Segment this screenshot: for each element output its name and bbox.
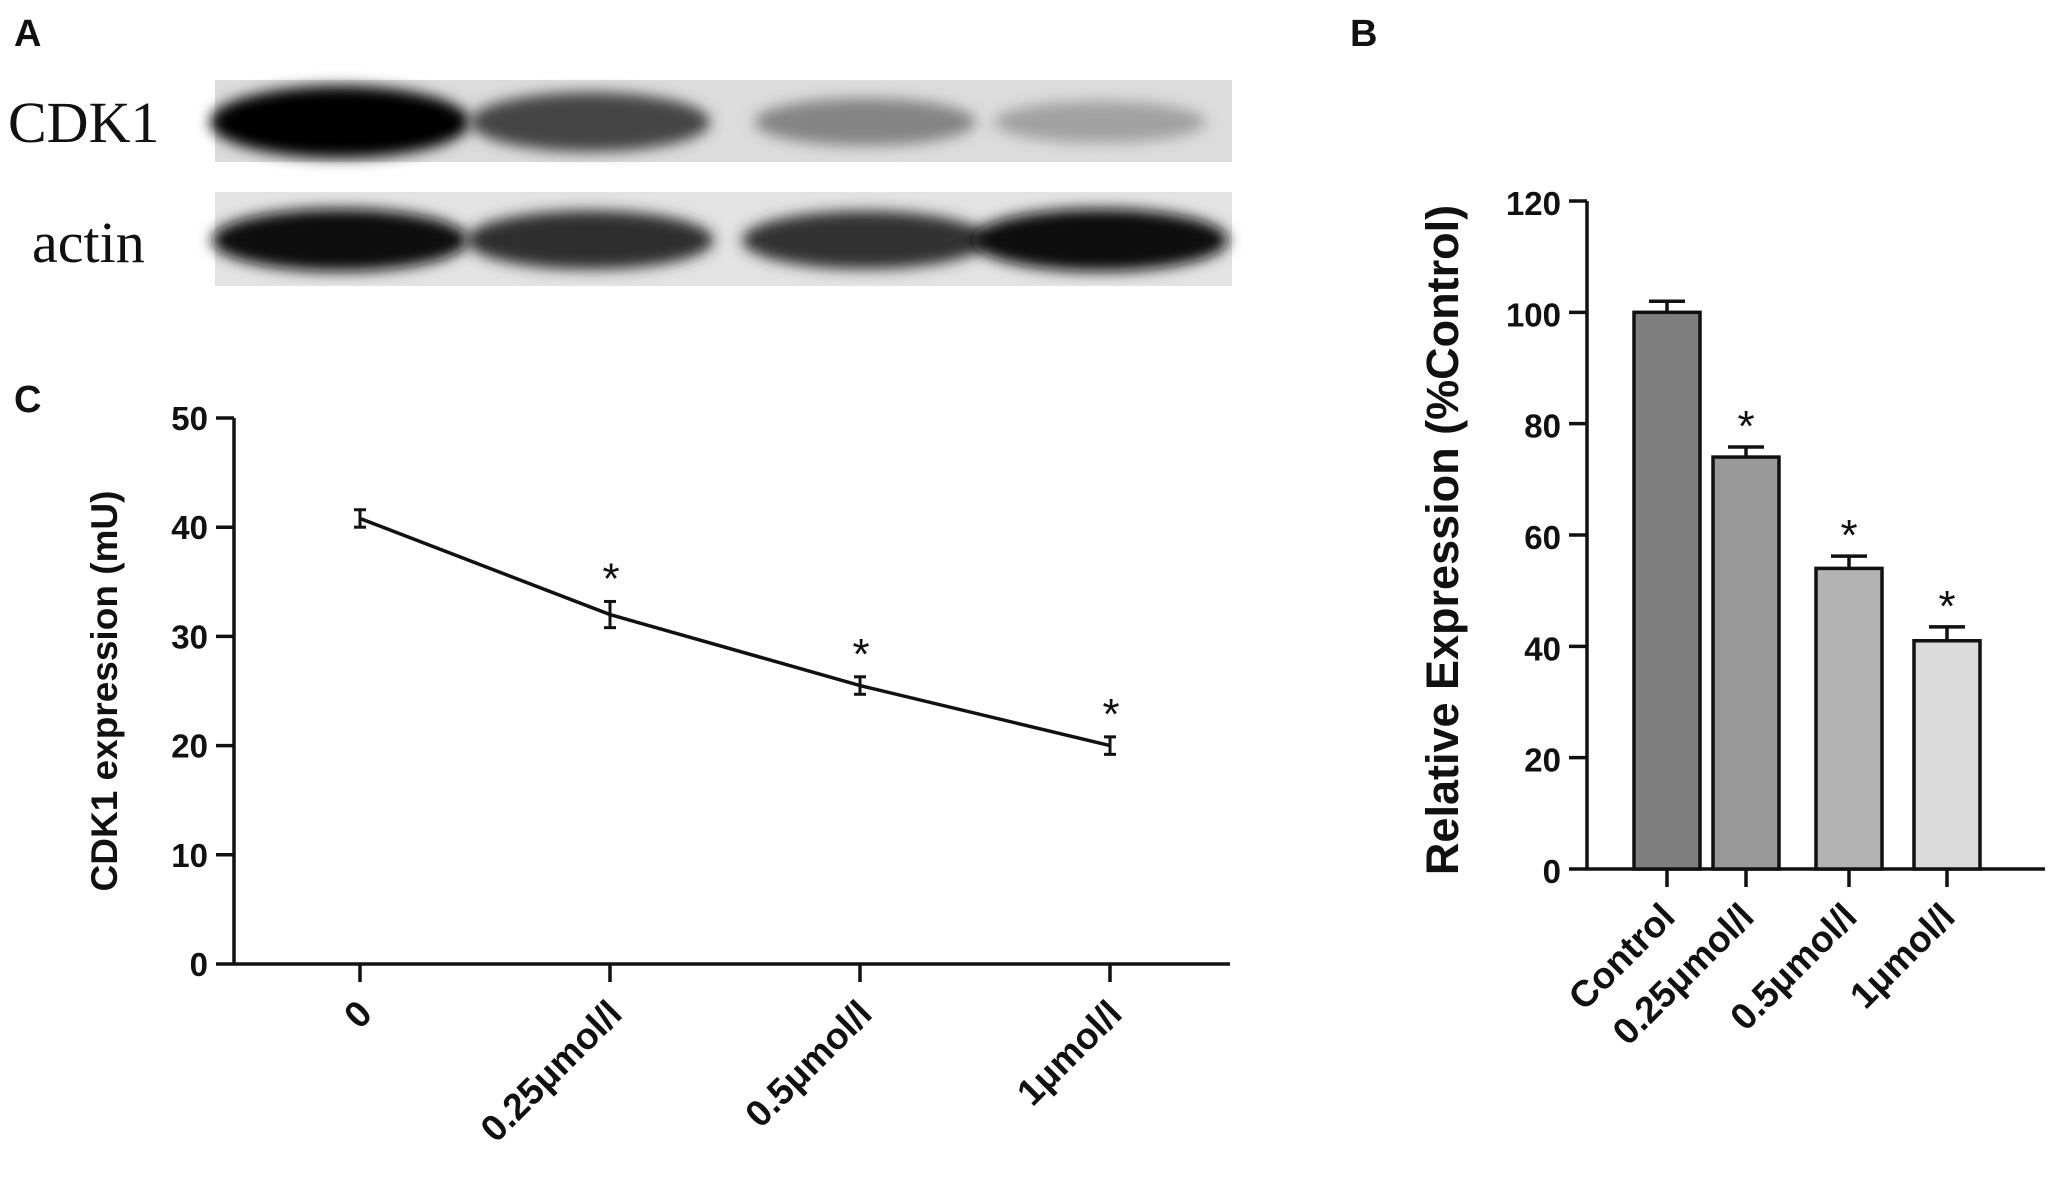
y-ticks: 0 20 40 60 80 100 120 xyxy=(1506,185,1587,890)
bars xyxy=(1632,310,1982,871)
significance-star: * xyxy=(1938,582,1955,631)
y-tick-label: 100 xyxy=(1506,296,1561,333)
significance-star: * xyxy=(1737,402,1754,451)
significance-star: * xyxy=(602,554,619,603)
y-tick-label: 40 xyxy=(1524,630,1561,667)
blot-label-cdk1: CDK1 xyxy=(8,90,159,155)
significance-star: * xyxy=(1102,690,1119,739)
error-bars xyxy=(354,508,1116,756)
x-tick-label: 1μmol/l xyxy=(1842,896,1963,1017)
x-tick-label: 0.5μmol/l xyxy=(737,993,879,1135)
y-tick-label: 20 xyxy=(1524,742,1561,779)
y-tick-label: 20 xyxy=(171,728,208,765)
bar xyxy=(1912,639,1982,871)
error-bars xyxy=(1649,299,1965,641)
y-axis-title: CDK1 expression (mU) xyxy=(84,491,125,892)
series-line xyxy=(359,516,1111,748)
bands-cdk1 xyxy=(210,86,1207,158)
bar xyxy=(1814,566,1884,871)
x-ticks: 0 0.25μmol/l 0.5μmol/l 1μmol/l xyxy=(336,964,1130,1150)
western-blot: CDK1 actin xyxy=(8,80,1232,286)
y-tick-label: 30 xyxy=(171,618,208,655)
y-tick-label: 120 xyxy=(1506,185,1561,222)
significance-star: * xyxy=(1840,511,1857,560)
significance-star: * xyxy=(852,630,869,679)
panel-letter-b: B xyxy=(1350,13,1377,55)
blot-label-actin: actin xyxy=(32,210,145,275)
x-tick-label: 0.25μmol/l xyxy=(473,993,630,1150)
y-tick-label: 60 xyxy=(1524,519,1561,556)
panel-letter-a: A xyxy=(14,13,41,55)
bands-actin xyxy=(211,208,1229,272)
y-tick-label: 40 xyxy=(171,509,208,546)
bar-chart: 0 20 40 60 80 100 120 * * * Control0.25μmol/l0.5… xyxy=(1417,185,2045,1053)
significance-marks: * * * xyxy=(602,554,1119,738)
y-tick-label: 10 xyxy=(171,837,208,874)
x-tick-label: 0 xyxy=(336,993,380,1037)
bar xyxy=(1711,455,1781,871)
blot-band-cdk1-1 xyxy=(210,86,470,158)
y-tick-label: 50 xyxy=(171,400,208,437)
blot-band-cdk1-4 xyxy=(993,100,1207,144)
y-ticks: 0 10 20 30 40 50 xyxy=(171,400,234,983)
y-tick-label: 80 xyxy=(1524,408,1561,445)
y-axis-title: Relative Expression (%Control) xyxy=(1417,205,1468,875)
blot-band-cdk1-2 xyxy=(469,92,711,152)
y-tick-label: 0 xyxy=(190,946,208,983)
y-tick-label: 0 xyxy=(1543,853,1561,890)
blot-band-actin-4 xyxy=(971,208,1229,272)
bar xyxy=(1632,310,1702,871)
blot-band-actin-2 xyxy=(466,210,714,270)
blot-band-actin-1 xyxy=(211,208,469,272)
panel-letter-c: C xyxy=(14,379,41,421)
x-tick-label: 1μmol/l xyxy=(1009,993,1130,1114)
blot-band-actin-3 xyxy=(742,210,988,270)
blot-band-cdk1-3 xyxy=(754,98,976,146)
significance-marks: * * * xyxy=(1737,402,1955,631)
